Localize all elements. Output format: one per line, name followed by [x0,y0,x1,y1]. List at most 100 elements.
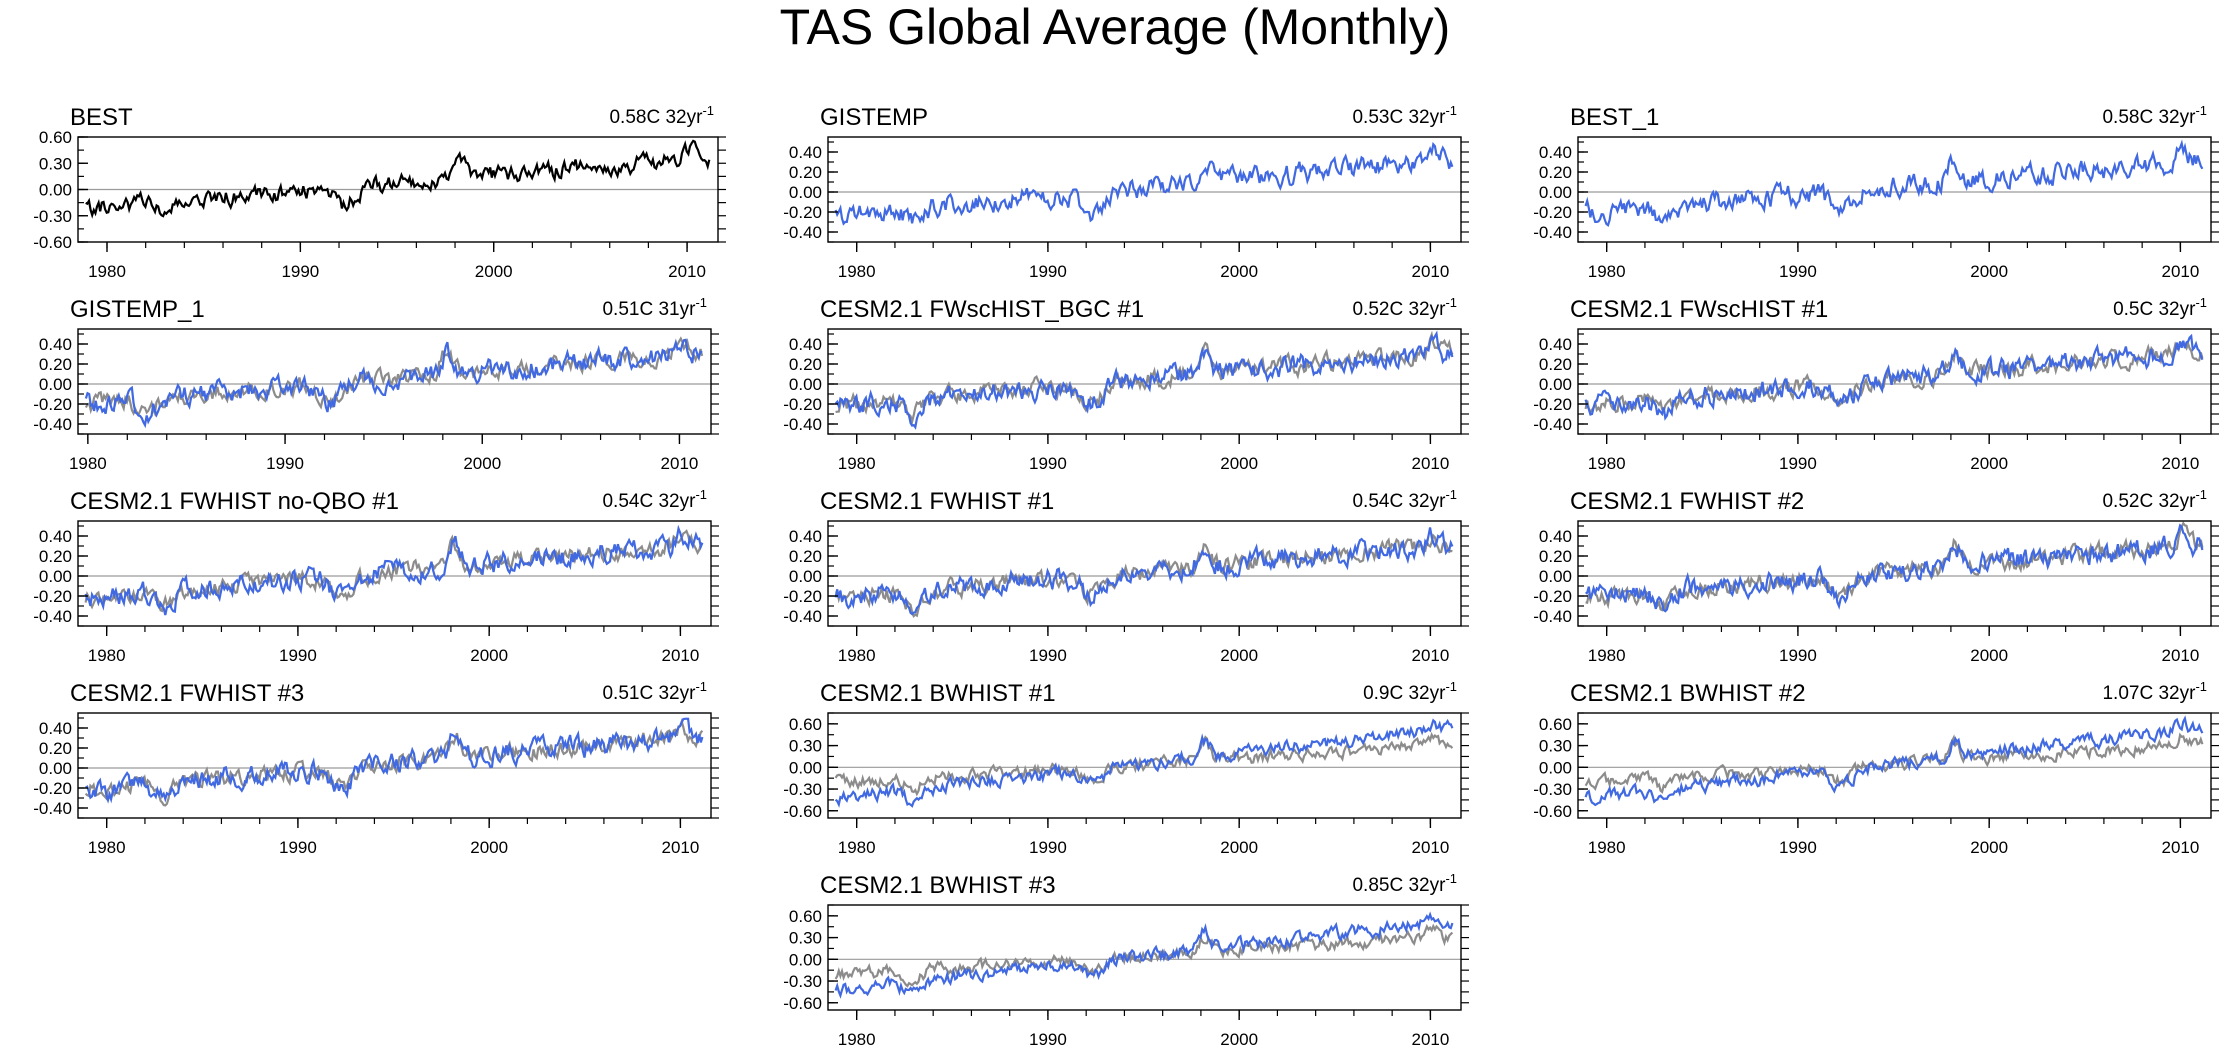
trend-label: 1.07C 32yr-1 [2102,679,2207,704]
panel-title: CESM2.1 FWHIST #3 [70,680,304,707]
y-tick-label: -0.30 [783,780,822,799]
x-tick-label: 1980 [69,454,107,473]
y-tick-label: -0.30 [1533,780,1572,799]
plot-frame [827,520,1462,627]
x-tick-label: 1990 [1029,454,1067,473]
y-tick-label: 0.00 [789,950,822,969]
panel-title: BEST [70,104,133,131]
y-tick-label: 0.40 [789,527,822,546]
y-tick-label: 0.30 [1539,737,1572,756]
obs-series-line [85,139,711,219]
model-series-line [84,524,704,616]
x-tick-label: 2010 [2161,262,2199,281]
y-tick-label: 0.40 [39,527,72,546]
trend-label: 0.54C 32yr-1 [602,487,707,512]
model-series-line [84,338,703,429]
x-tick-label: 2010 [2161,454,2199,473]
trend-value: 0.52C 32yr [1352,299,1446,320]
trend-value: 0.53C 32yr [1352,107,1446,128]
trend-exponent: -1 [1445,487,1457,502]
y-tick-label: -0.20 [1533,395,1572,414]
model-series-line [85,717,704,804]
series-group [1584,715,2204,807]
series-group [84,336,704,429]
x-tick-label: 2010 [661,454,699,473]
plot-frame [827,712,1462,819]
x-tick-label: 2000 [1970,838,2008,857]
plot-frame [827,328,1462,435]
plot-frame [1577,328,2212,435]
panel-7: CESM2.1 FWHIST no-QBO #1 0.54C 32yr-1 0.40… [33,487,719,665]
figure-title: TAS Global Average (Monthly) [780,0,1451,55]
series-group [834,911,1454,999]
x-tick-label: 2000 [1220,1030,1258,1049]
x-tick-label: 1980 [838,454,876,473]
plot-frame [1577,136,2212,243]
panel-6: CESM2.1 FWscHIST #1 0.5C 32yr-10.400.200.… [1533,295,2219,473]
x-tick-label: 2010 [1411,1030,1449,1049]
trend-exponent: -1 [1445,679,1457,694]
series-group [1584,139,2204,228]
model-series-line [834,718,1454,808]
y-tick-label: -0.40 [1533,607,1572,626]
y-tick-label: 0.20 [789,163,822,182]
x-tick-label: 1980 [838,1030,876,1049]
x-tick-label: 1980 [88,262,126,281]
trend-label: 0.52C 32yr-1 [2102,487,2207,512]
x-tick-label: 2010 [1411,838,1449,857]
x-tick-label: 2000 [1220,262,1258,281]
trend-exponent: -1 [695,679,707,694]
x-tick-label: 2010 [1411,646,1449,665]
trend-exponent: -1 [1445,103,1457,118]
series-group [85,139,711,219]
x-tick-label: 2010 [2161,838,2199,857]
reference-series-line [834,731,1454,797]
panel-8: CESM2.1 FWHIST #1 0.54C 32yr-1 0.400.200.0… [783,487,1469,665]
x-tick-label: 1990 [1779,646,1817,665]
trend-value: 0.51C 32yr [602,683,696,704]
y-tick-label: -0.20 [1533,587,1572,606]
x-tick-label: 1990 [266,454,304,473]
plot-frame [827,136,1462,243]
x-tick-label: 2000 [470,646,508,665]
y-tick-label: -0.30 [783,972,822,991]
panel-11: CESM2.1 BWHIST #1 0.9C 32yr-1 0.60 0.30 0.00… [783,679,1469,857]
y-tick-label: -0.40 [33,799,72,818]
y-tick-label: 0.40 [1539,335,1572,354]
model-series-line [1584,715,2204,807]
y-tick-label: 0.20 [39,355,72,374]
y-tick-label: -0.40 [783,607,822,626]
trend-exponent: -1 [2195,295,2207,310]
x-tick-label: 2000 [1220,646,1258,665]
panel-title: CESM2.1 FWHIST no-QBO #1 [70,488,399,515]
y-tick-label: 0.20 [789,547,822,566]
panel-title: CESM2.1 FWHIST #2 [1570,488,1804,515]
plot-frame [1577,520,2212,627]
x-tick-label: 2000 [1220,454,1258,473]
panel-13: CESM2.1 BWHIST #3 0.85C 32yr-1 0.60 0.30 0.0… [783,871,1469,1049]
x-tick-label: 1980 [838,838,876,857]
x-tick-label: 2000 [1220,838,1258,857]
trend-value: 0.54C 32yr [1352,491,1446,512]
model-series-line [834,911,1454,999]
trend-value: 0.9C 32yr [1363,683,1446,704]
y-tick-label: 0.00 [39,375,72,394]
x-tick-label: 1980 [1588,838,1626,857]
y-tick-label: 0.30 [39,154,72,173]
reference-series-line [84,529,704,613]
y-tick-label: 0.40 [789,335,822,354]
trend-label: 0.9C 32yr-1 [1363,679,1457,704]
x-tick-label: 1980 [838,262,876,281]
y-tick-label: 0.00 [789,183,822,202]
panel-title: GISTEMP [820,104,928,131]
panel-title: CESM2.1 BWHIST #1 [820,680,1056,707]
panel-2: GISTEMP 0.53C 32yr-1 0.400.200.00-0.20-0.4… [783,103,1469,281]
plot-frame [1577,712,2212,819]
y-tick-label: -0.20 [783,587,822,606]
x-tick-label: 1980 [1588,646,1626,665]
plot-frame [827,904,1462,1011]
x-tick-label: 2000 [1970,262,2008,281]
x-tick-label: 2010 [1411,262,1449,281]
trend-value: 0.51C 31yr [602,299,696,320]
trend-value: 0.85C 32yr [1352,875,1446,896]
